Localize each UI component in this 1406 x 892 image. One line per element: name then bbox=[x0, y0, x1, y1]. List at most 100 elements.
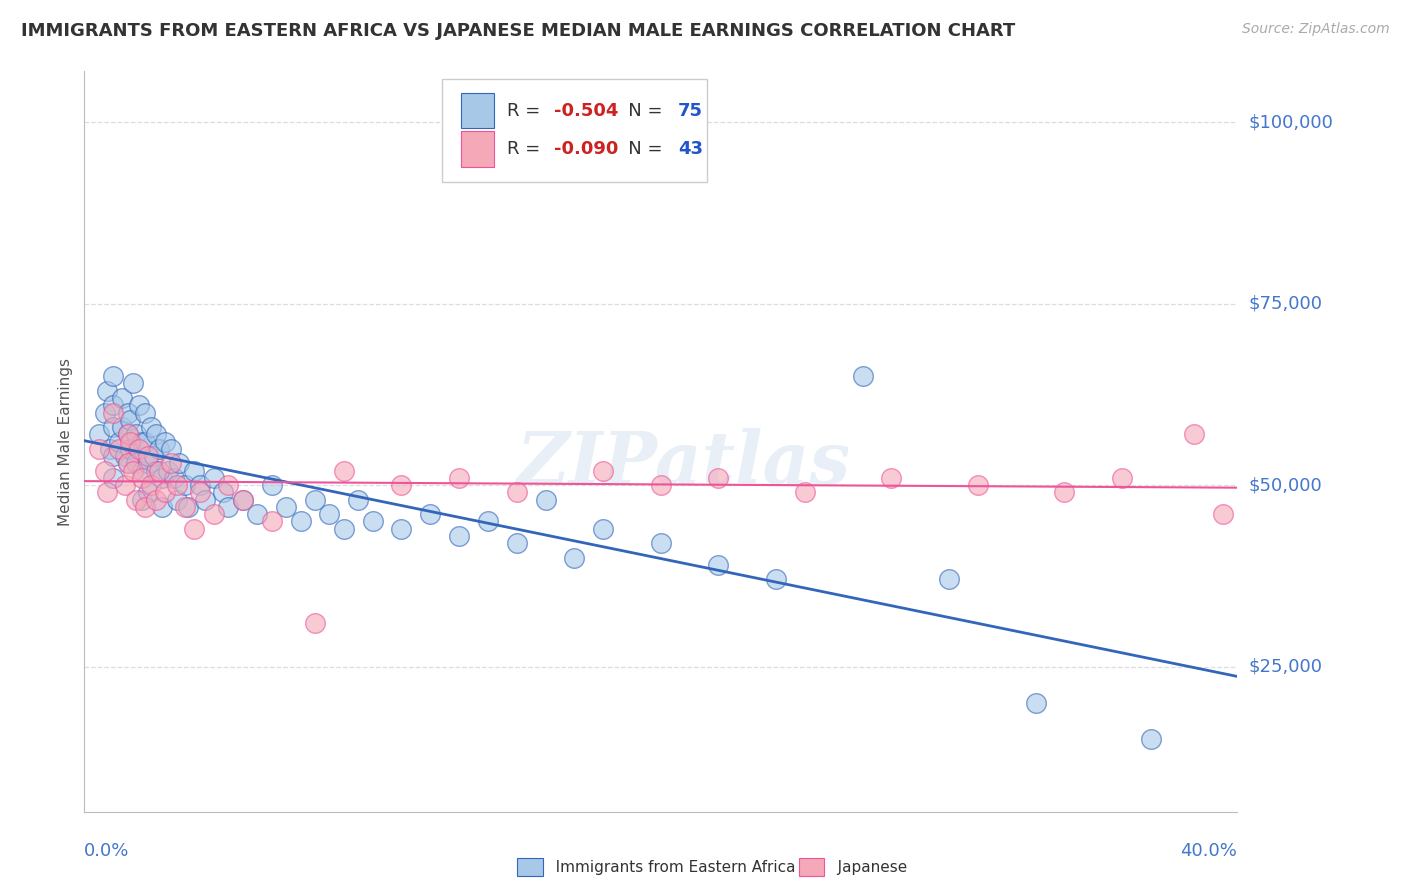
Point bbox=[117, 427, 139, 442]
Point bbox=[391, 478, 413, 492]
Text: -0.090: -0.090 bbox=[554, 140, 619, 158]
Point bbox=[506, 536, 529, 550]
Text: IMMIGRANTS FROM EASTERN AFRICA VS JAPANESE MEDIAN MALE EARNINGS CORRELATION CHAR: IMMIGRANTS FROM EASTERN AFRICA VS JAPANE… bbox=[21, 22, 1015, 40]
Point bbox=[96, 384, 118, 398]
Point bbox=[139, 420, 162, 434]
Point bbox=[232, 492, 254, 507]
Point bbox=[183, 464, 205, 478]
Point bbox=[232, 492, 254, 507]
Point bbox=[131, 464, 153, 478]
Point bbox=[188, 478, 211, 492]
Point bbox=[160, 456, 183, 470]
Point bbox=[148, 442, 170, 456]
Text: 43: 43 bbox=[678, 140, 703, 158]
Point bbox=[114, 478, 136, 492]
Point bbox=[650, 478, 672, 492]
Text: R =: R = bbox=[508, 102, 547, 120]
Text: $50,000: $50,000 bbox=[1249, 476, 1322, 494]
Point bbox=[117, 427, 139, 442]
Point bbox=[117, 456, 139, 470]
Point bbox=[391, 522, 413, 536]
Point bbox=[145, 464, 167, 478]
Point bbox=[880, 471, 903, 485]
Point bbox=[150, 500, 173, 514]
Point bbox=[103, 471, 124, 485]
Point bbox=[120, 434, 142, 449]
Point bbox=[347, 492, 370, 507]
Point bbox=[218, 500, 240, 514]
Point bbox=[111, 391, 134, 405]
Point bbox=[125, 456, 148, 470]
Text: Source: ZipAtlas.com: Source: ZipAtlas.com bbox=[1241, 22, 1389, 37]
Point bbox=[160, 442, 183, 456]
Point bbox=[108, 442, 131, 456]
Point bbox=[103, 398, 124, 412]
Point bbox=[183, 522, 205, 536]
Point bbox=[148, 464, 170, 478]
Point bbox=[506, 485, 529, 500]
Text: N =: N = bbox=[612, 140, 668, 158]
Text: 0.0%: 0.0% bbox=[84, 842, 129, 860]
Text: $75,000: $75,000 bbox=[1249, 294, 1323, 312]
Text: ZIPatlas: ZIPatlas bbox=[517, 428, 851, 500]
Point bbox=[246, 507, 269, 521]
Point bbox=[1053, 485, 1076, 500]
Point bbox=[592, 464, 614, 478]
Point bbox=[967, 478, 990, 492]
Point bbox=[169, 456, 191, 470]
Point bbox=[166, 478, 188, 492]
Text: 75: 75 bbox=[678, 102, 703, 120]
Point bbox=[1182, 427, 1205, 442]
Point bbox=[419, 507, 441, 521]
Point bbox=[122, 464, 145, 478]
Point bbox=[194, 492, 217, 507]
Text: $100,000: $100,000 bbox=[1249, 113, 1333, 131]
Point bbox=[534, 492, 557, 507]
Point bbox=[333, 464, 356, 478]
Point bbox=[128, 398, 150, 412]
Point bbox=[136, 449, 159, 463]
Point bbox=[166, 492, 188, 507]
Point bbox=[145, 427, 167, 442]
Point bbox=[852, 369, 875, 384]
Point bbox=[103, 405, 124, 419]
Text: Immigrants from Eastern Africa: Immigrants from Eastern Africa bbox=[541, 860, 796, 874]
Text: $25,000: $25,000 bbox=[1249, 657, 1323, 675]
Point bbox=[120, 442, 142, 456]
Point bbox=[103, 420, 124, 434]
Point bbox=[794, 485, 817, 500]
Text: -0.504: -0.504 bbox=[554, 102, 619, 120]
Point bbox=[98, 442, 121, 456]
Point bbox=[96, 485, 118, 500]
Point bbox=[153, 434, 176, 449]
Point bbox=[564, 550, 586, 565]
Point bbox=[290, 515, 312, 529]
Point bbox=[1140, 732, 1163, 747]
Bar bbox=[461, 131, 494, 167]
Point bbox=[131, 471, 153, 485]
Point bbox=[174, 500, 197, 514]
Point bbox=[134, 434, 156, 449]
Point bbox=[103, 449, 124, 463]
Point bbox=[153, 485, 176, 500]
Point bbox=[1025, 696, 1047, 710]
Point bbox=[174, 478, 197, 492]
Point bbox=[122, 376, 145, 391]
FancyBboxPatch shape bbox=[441, 78, 707, 183]
Point bbox=[260, 478, 283, 492]
Point bbox=[125, 492, 148, 507]
Point bbox=[114, 449, 136, 463]
Point bbox=[707, 558, 730, 572]
Point bbox=[134, 405, 156, 419]
Point bbox=[449, 471, 471, 485]
Point bbox=[87, 427, 110, 442]
Point bbox=[938, 573, 960, 587]
Point bbox=[117, 456, 139, 470]
Point bbox=[117, 405, 139, 419]
Text: Japanese: Japanese bbox=[823, 860, 907, 874]
Text: N =: N = bbox=[612, 102, 668, 120]
Point bbox=[202, 471, 225, 485]
Point bbox=[260, 515, 283, 529]
Point bbox=[276, 500, 298, 514]
Point bbox=[477, 515, 499, 529]
